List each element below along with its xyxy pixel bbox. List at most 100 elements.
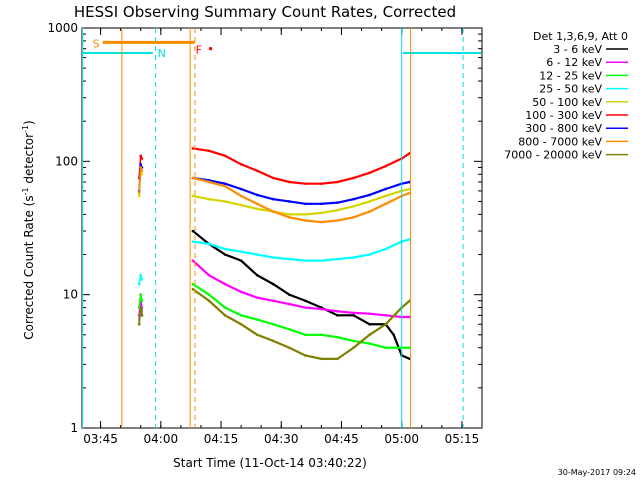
series-point: [336, 335, 339, 339]
series-point: [320, 211, 323, 215]
series-point: [287, 216, 291, 219]
series-point: [271, 299, 275, 303]
series-point: [352, 256, 355, 259]
series-point: [271, 322, 275, 326]
series-point: [352, 197, 355, 201]
x-tick-label: 04:30: [264, 432, 299, 446]
series-point: [139, 154, 143, 158]
series-point: [368, 333, 371, 337]
series-point: [287, 257, 291, 261]
series-point: [384, 314, 387, 317]
series-point: [239, 314, 243, 317]
legend-label: 300 - 800 keV: [525, 122, 602, 135]
series-point: [139, 293, 143, 296]
series-point: [140, 314, 144, 317]
chart-title: HESSI Observing Summary Count Rates, Cor…: [74, 3, 456, 21]
series-point: [392, 333, 395, 337]
series-point: [304, 182, 307, 185]
flag-n-label: N: [158, 47, 166, 60]
series-point: [239, 322, 243, 326]
series-point: [271, 176, 275, 180]
series-point: [191, 176, 195, 180]
series-point: [336, 314, 339, 317]
series-point: [140, 157, 144, 160]
series-point: [140, 169, 144, 173]
series-point: [320, 333, 323, 337]
series-point: [384, 187, 387, 191]
series-point: [140, 278, 144, 281]
y-axis-label-sup2: -1: [21, 125, 30, 133]
series-point: [223, 253, 227, 256]
series-point: [207, 180, 211, 184]
legend-label: 50 - 100 keV: [532, 96, 602, 109]
series-point: [336, 257, 339, 261]
series-point: [336, 310, 339, 313]
series-point: [191, 240, 195, 243]
series-point: [304, 306, 307, 309]
series-point: [320, 307, 323, 311]
series-point: [352, 176, 355, 180]
series-point: [352, 339, 355, 343]
x-axis-label: Start Time (11-Oct-14 03:40:22): [173, 456, 367, 470]
series-point: [223, 306, 227, 309]
x-tick-label: 04:00: [144, 432, 179, 446]
series-point: [368, 342, 371, 345]
x-tick-label: 04:45: [324, 432, 359, 446]
series-point: [352, 314, 355, 317]
series-point: [255, 169, 259, 173]
series-point: [368, 171, 371, 175]
series-point: [304, 259, 307, 262]
series-point: [207, 197, 211, 201]
series-point: [207, 293, 211, 296]
series-point: [304, 354, 307, 357]
series-point: [191, 259, 195, 262]
flag-f-marker: [209, 47, 213, 51]
y-axis-label: Corrected Count Rate (s-1 detector-1): [21, 120, 36, 339]
series-point: [368, 193, 371, 197]
series-point: [223, 182, 227, 185]
series-point: [287, 213, 291, 216]
series-point: [271, 282, 275, 286]
series-point: [137, 194, 141, 198]
series-point: [304, 219, 307, 222]
series-point: [304, 213, 307, 216]
series-point: [191, 229, 195, 233]
series-point: [223, 184, 227, 188]
legend-label: 800 - 7000 keV: [518, 135, 602, 148]
y-axis-label-end: ): [22, 120, 36, 125]
series-point: [239, 290, 243, 294]
series-point: [287, 346, 291, 350]
series-point: [336, 219, 339, 222]
series-point: [336, 201, 339, 204]
series-point: [207, 149, 211, 153]
series-point: [239, 259, 243, 262]
series-point: [255, 333, 259, 337]
series-point: [352, 216, 355, 219]
series-point: [384, 194, 387, 198]
flag-s-label: S: [93, 37, 100, 50]
series-point: [271, 339, 275, 343]
series-point: [239, 187, 243, 191]
legend-label: 6 - 12 keV: [546, 56, 602, 69]
footer-date: 30-May-2017 09:24: [558, 468, 636, 477]
series-point: [287, 302, 291, 306]
series-point: [255, 207, 259, 211]
series-point: [304, 202, 307, 206]
series-point: [384, 247, 387, 251]
series-point: [255, 318, 259, 321]
series-9: [137, 287, 412, 361]
y-tick-label: 1: [70, 421, 78, 435]
series-point: [239, 250, 243, 254]
series-point: [384, 164, 387, 168]
series-point: [137, 282, 141, 286]
series-point: [368, 312, 371, 315]
legend-header: Det 1,3,6,9, Att 0: [533, 30, 628, 43]
flag-f-label: F: [196, 44, 202, 57]
y-tick-label: 10: [63, 288, 78, 302]
series-point: [336, 180, 339, 184]
series-4: [137, 238, 412, 286]
y-axis-label-sup1: -1: [21, 187, 30, 195]
y-axis-label-mid: detector: [22, 133, 36, 188]
